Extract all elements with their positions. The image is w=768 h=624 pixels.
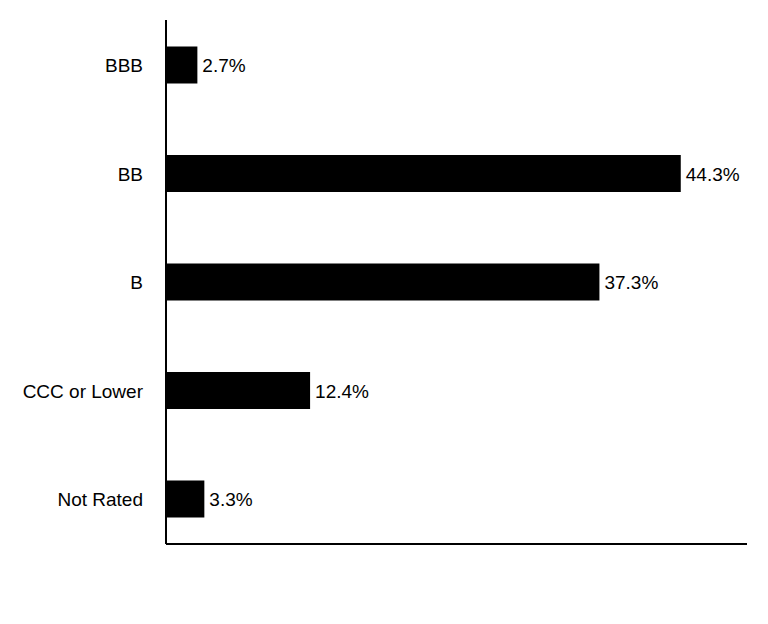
category-label: B	[130, 272, 143, 293]
chart-container: BBBBBBCCC or LowerNot Rated2.7%44.3%37.3…	[0, 0, 768, 624]
bars	[166, 47, 681, 518]
category-label: BB	[118, 164, 143, 185]
bar	[166, 155, 681, 192]
y-axis	[165, 20, 167, 544]
data-label: 37.3%	[604, 272, 658, 293]
category-label: Not Rated	[57, 489, 143, 510]
data-label: 12.4%	[315, 381, 369, 402]
bar	[166, 47, 197, 84]
data-label: 44.3%	[686, 164, 740, 185]
data-label: 2.7%	[202, 55, 245, 76]
chart-svg: BBBBBBCCC or LowerNot Rated2.7%44.3%37.3…	[0, 0, 768, 624]
bar	[166, 481, 204, 518]
data-label: 3.3%	[209, 489, 252, 510]
category-label: CCC or Lower	[23, 381, 144, 402]
category-label: BBB	[105, 55, 143, 76]
bar	[166, 372, 310, 409]
bar	[166, 264, 599, 301]
x-axis	[166, 543, 747, 545]
